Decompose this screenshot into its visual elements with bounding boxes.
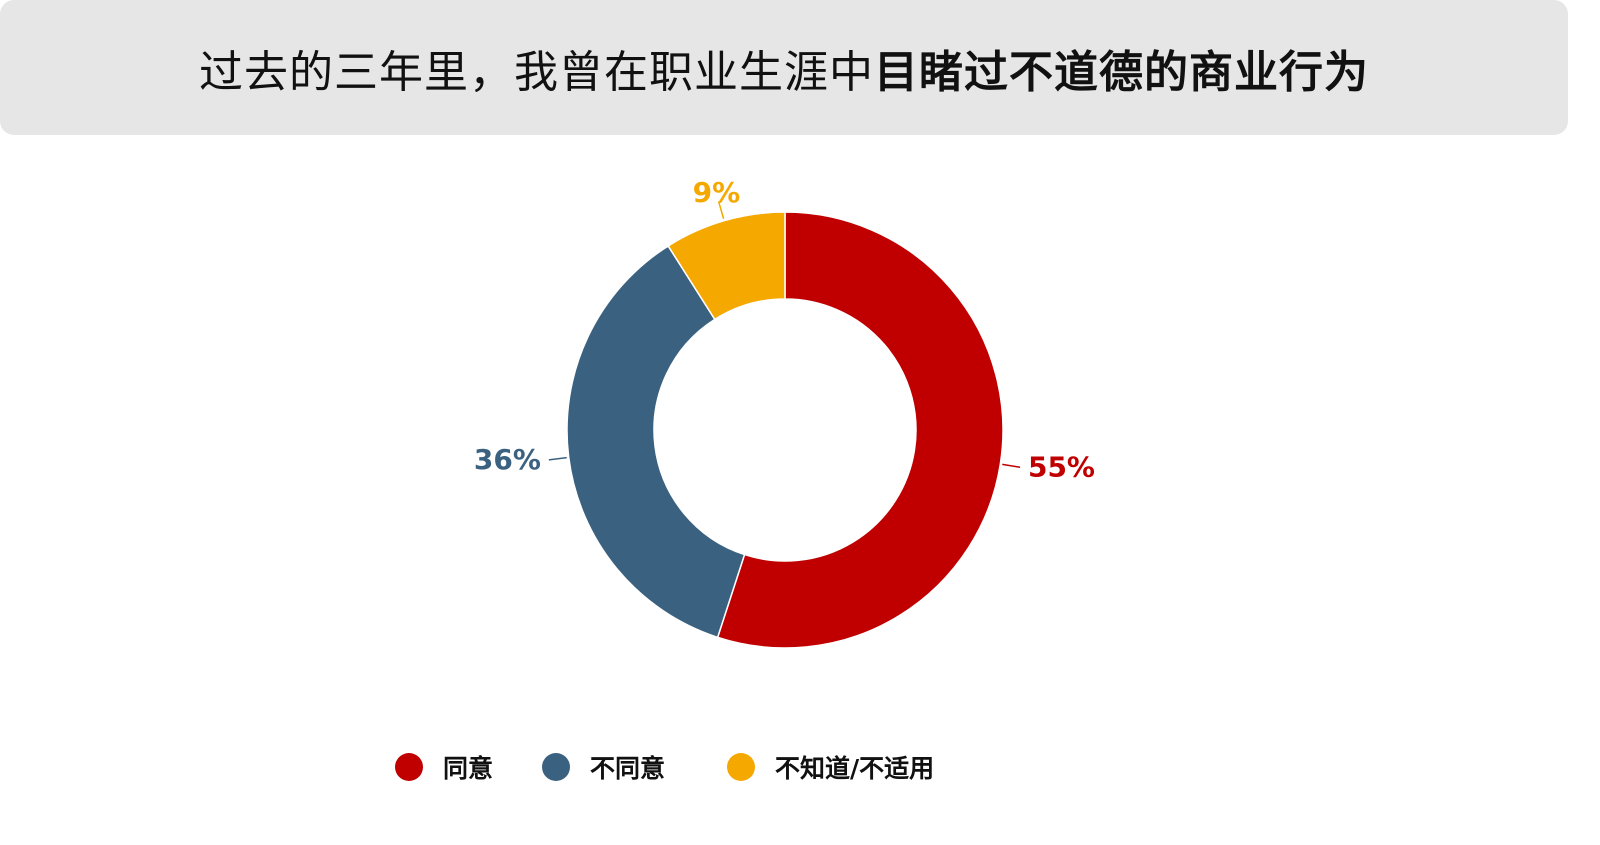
legend-item-agree: 同意 xyxy=(395,745,493,789)
leader-line-disagree xyxy=(548,456,567,461)
legend-dot-unknown xyxy=(727,753,755,781)
chart-title-regular: 过去的三年里，我曾在职业生涯中 xyxy=(199,46,874,98)
slice-disagree xyxy=(566,244,746,639)
legend-label-disagree: 不同意 xyxy=(590,754,666,783)
legend-dot-agree xyxy=(395,753,423,781)
data-label-disagree: 36% xyxy=(474,443,541,476)
data-label-agree: 55% xyxy=(1028,450,1095,483)
legend-label-unknown: 不知道/不适用 xyxy=(775,754,935,783)
legend-item-disagree: 不同意 xyxy=(542,745,665,789)
donut-chart: 55% 36% 9% xyxy=(474,176,1095,649)
title-bar: 过去的三年里，我曾在职业生涯中目睹过不道德的商业行为 xyxy=(0,0,1568,135)
data-label-unknown: 9% xyxy=(693,176,741,209)
legend-item-unknown: 不知道/不适用 xyxy=(727,745,934,789)
chart-title: 过去的三年里，我曾在职业生涯中目睹过不道德的商业行为 xyxy=(199,36,1369,100)
legend-label-agree: 同意 xyxy=(443,754,494,783)
leader-line-unknown xyxy=(717,201,725,219)
legend: 同意 不同意 不知道/不适用 xyxy=(0,745,1600,789)
slice-unknown xyxy=(667,211,786,321)
legend-dot-disagree xyxy=(542,753,570,781)
slice-agree xyxy=(716,211,1004,649)
chart-title-bold: 目睹过不道德的商业行为 xyxy=(874,46,1369,98)
leader-line-agree xyxy=(1002,463,1021,468)
